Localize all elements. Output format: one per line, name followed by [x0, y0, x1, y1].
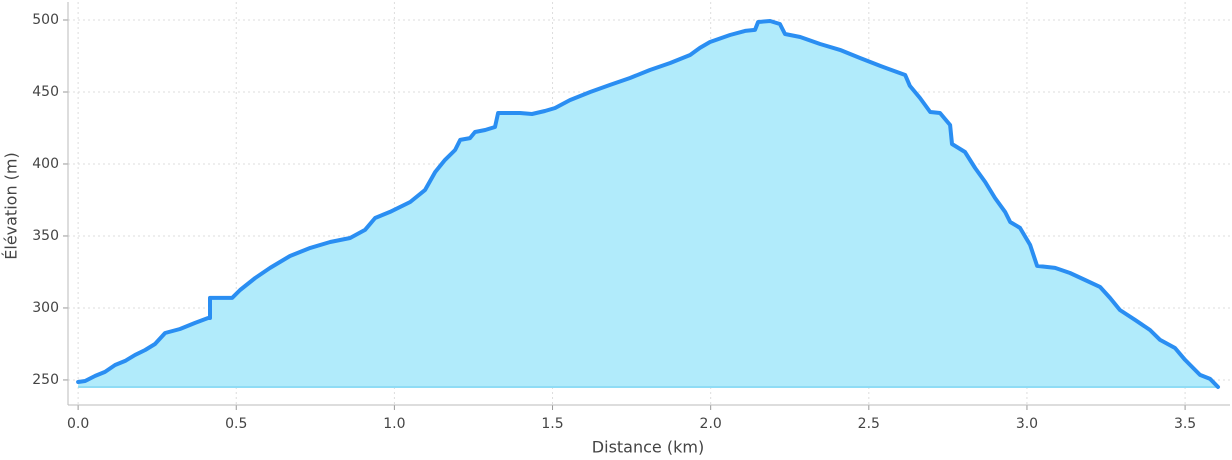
x-tick-label: 3.5: [1174, 416, 1196, 432]
x-tick-label: 0.5: [225, 416, 247, 432]
y-tick-label: 450: [32, 84, 59, 100]
x-tick-label: 1.5: [541, 416, 563, 432]
line: [76, 19, 1220, 389]
x-tick-label: 0.0: [67, 416, 89, 432]
y-axis-label: Élévation (m): [2, 152, 21, 259]
x-tick-label: 2.5: [858, 416, 880, 432]
x-axis-label: Distance (km): [592, 438, 704, 457]
y-tick-label: 400: [32, 156, 59, 172]
y-tick-label: 500: [32, 12, 59, 28]
x-tick-label: 2.0: [700, 416, 722, 432]
y-tick-label: 250: [32, 372, 59, 388]
y-tick-label: 300: [32, 300, 59, 316]
area: [78, 21, 1219, 388]
x-tick-label: 3.0: [1016, 416, 1038, 432]
x-tick-label: 1.0: [383, 416, 405, 432]
y-tick-label: 350: [32, 228, 59, 244]
